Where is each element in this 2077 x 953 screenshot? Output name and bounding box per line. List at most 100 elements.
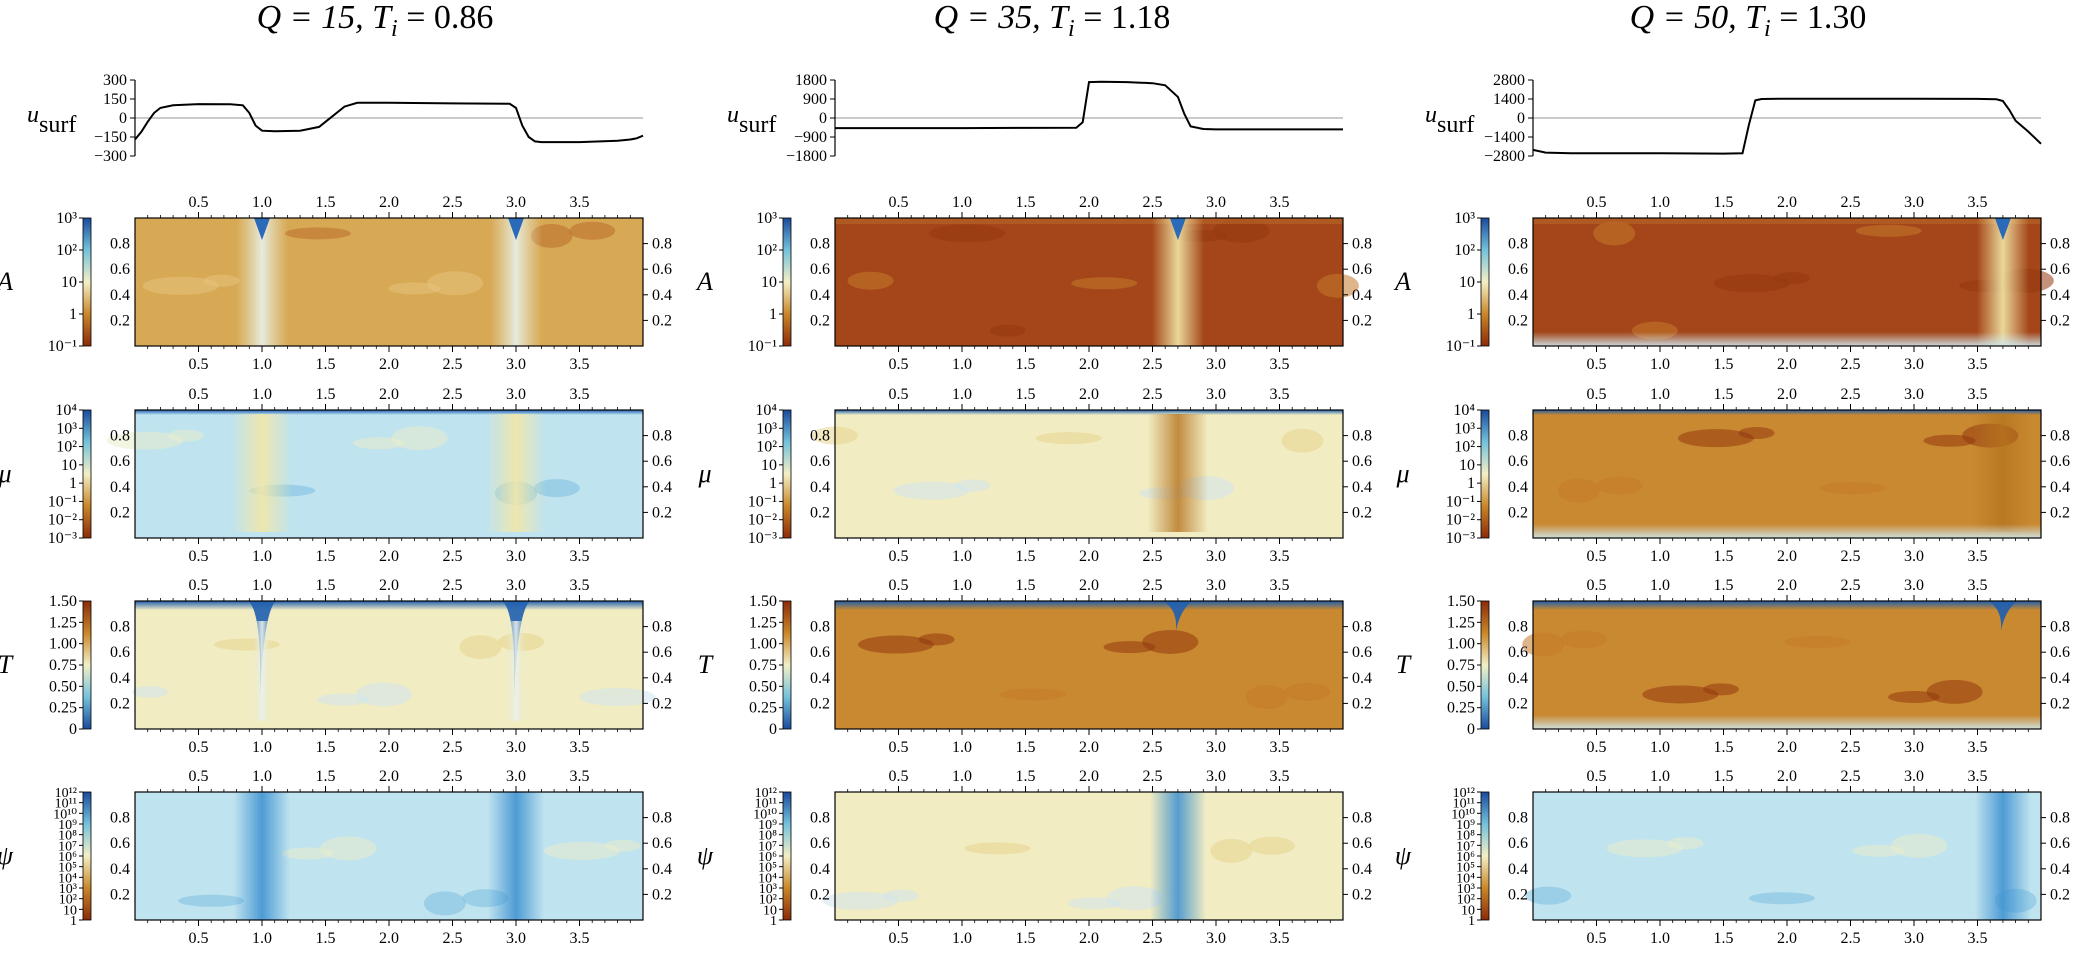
- field-A-2: 0.5 0.5 1.0 1.0 1.5 1.5 2.0 2.0 2.5 2.5 3.0 3.0 3.5 3…: [695, 194, 1372, 373]
- x-tick-label-top: 2.0: [379, 768, 399, 785]
- y-tick-label-left: 0.8: [810, 619, 830, 636]
- usurf-tick-label: −150: [94, 129, 127, 146]
- x-tick-label-bottom: 3.0: [506, 548, 526, 565]
- y-tick-label-right: 0.2: [652, 695, 672, 712]
- x-tick-label-bottom: 3.5: [1270, 548, 1290, 565]
- colorbar-tick-label: 10⁹: [58, 818, 77, 833]
- y-tick-label-right: 0.8: [2050, 236, 2070, 253]
- x-tick-label-top: 1.0: [1650, 194, 1670, 211]
- y-tick-label-left: 0.6: [810, 261, 830, 278]
- x-tick-label-bottom: 1.5: [316, 356, 336, 373]
- y-tick-label-left: 0.8: [1508, 236, 1528, 253]
- colorbar-tick-label: 1.00: [49, 636, 77, 653]
- row-label-T: T: [0, 650, 14, 679]
- colorbar: [782, 409, 792, 539]
- x-tick-label-bottom: 3.5: [570, 356, 590, 373]
- x-tick-label-top: 1.5: [1016, 194, 1036, 211]
- x-tick-label-bottom: 0.5: [189, 356, 209, 373]
- y-tick-label-right: 0.4: [1352, 287, 1372, 304]
- x-tick-label-bottom: 3.5: [1968, 548, 1988, 565]
- colorbar-tick-label: 10¹¹: [755, 797, 777, 812]
- y-tick-label-right: 0.2: [652, 886, 672, 903]
- colorbar-tick-label: 10: [1459, 274, 1475, 291]
- x-tick-label-bottom: 2.0: [1777, 548, 1797, 565]
- heatmap-field: [835, 601, 1343, 729]
- x-tick-label-bottom: 1.5: [1714, 930, 1734, 947]
- colorbar-tick-label: 1: [1467, 306, 1475, 323]
- x-tick-label-top: 0.5: [189, 194, 209, 211]
- x-tick-label-top: 3.0: [1206, 194, 1226, 211]
- x-tick-label-bottom: 2.5: [443, 739, 463, 756]
- colorbar-tick-label: 10¹¹: [55, 797, 77, 812]
- x-tick-label-top: 1.0: [252, 194, 272, 211]
- colorbar-tick-label: 1.50: [749, 593, 777, 610]
- colorbar-tick-label: 10¹¹: [1453, 797, 1475, 812]
- heatmap-texture: [1248, 836, 1295, 855]
- usurf-ylabel-main: u: [727, 102, 739, 128]
- top-boundary-layer: [835, 218, 1343, 224]
- y-tick-label-left: 0.8: [810, 236, 830, 253]
- x-tick-label-top: 2.0: [379, 386, 399, 403]
- cold-plume: [1988, 601, 2017, 631]
- heatmap-texture: [1560, 630, 1607, 649]
- x-tick-label-bottom: 1.5: [1016, 356, 1036, 373]
- colorbar: [782, 217, 792, 347]
- colorbar: [82, 600, 92, 730]
- y-tick-label-right: 0.2: [652, 312, 672, 329]
- colorbar-tick-label: 1: [769, 475, 777, 492]
- colorbar-tick-label: 0.75: [749, 657, 777, 674]
- colorbar-tick-label: 10⁷: [58, 839, 77, 854]
- colorbar-tick-label: 0.25: [749, 700, 777, 717]
- x-tick-label-bottom: 1.0: [252, 930, 272, 947]
- bottom-boundary-layer: [1533, 332, 2041, 346]
- y-tick-label-left: 0.8: [1508, 619, 1528, 636]
- y-tick-label-right: 0.6: [2050, 644, 2070, 661]
- colorbar-tick-label: 10²: [56, 242, 77, 259]
- panel-3: 2800 1400 0 −1400 −2800 usurf 0.5 0.5 1.0 1.0 1.5 1…: [1393, 72, 2070, 947]
- colorbar-tick-label: 10²: [1454, 242, 1475, 259]
- x-tick-label-bottom: 2.0: [1777, 739, 1797, 756]
- colorbar-tick-label: 10⁴: [55, 402, 77, 419]
- y-tick-label-right: 0.8: [1352, 619, 1372, 636]
- heatmap-texture: [929, 224, 1006, 243]
- colorbar-tick-label: 1.25: [49, 614, 77, 631]
- x-tick-label-bottom: 2.5: [443, 548, 463, 565]
- x-tick-label-bottom: 2.5: [443, 356, 463, 373]
- colorbar-tick-label: 10⁻¹: [748, 338, 777, 355]
- x-tick-label-top: 1.0: [1650, 386, 1670, 403]
- y-tick-label-left: 0.4: [1508, 479, 1528, 496]
- colorbar-tick-label: 0: [69, 721, 77, 738]
- x-tick-label-bottom: 0.5: [889, 356, 909, 373]
- colorbar-tick-label: 10⁴: [758, 871, 777, 886]
- y-tick-label-right: 0.2: [652, 504, 672, 521]
- heatmap-texture: [1784, 635, 1851, 648]
- x-tick-label-top: 1.0: [252, 386, 272, 403]
- colorbar-tick-label: 10⁸: [1456, 829, 1475, 844]
- x-tick-label-top: 3.0: [506, 768, 526, 785]
- y-tick-label-left: 0.8: [810, 428, 830, 445]
- x-tick-label-top: 2.0: [1079, 386, 1099, 403]
- panel-title-2: Q = 35, Ti = 1.18: [934, 0, 1171, 42]
- colorbar-tick-label: 0: [1467, 721, 1475, 738]
- x-tick-label-bottom: 0.5: [189, 739, 209, 756]
- heatmap-texture: [1820, 482, 1887, 495]
- x-tick-label-bottom: 1.5: [1016, 930, 1036, 947]
- colorbar-tick-label: 10⁴: [1456, 871, 1475, 886]
- bottom-boundary-layer: [1533, 524, 2041, 538]
- field-mu-3: 0.5 0.5 1.0 1.0 1.5 1.5 2.0 2.0 2.5 2.5 3.0 3.0 3.5 3…: [1395, 386, 2070, 565]
- x-tick-label-bottom: 3.0: [1904, 548, 1924, 565]
- colorbar: [1480, 409, 1490, 539]
- y-tick-label-left: 0.8: [810, 810, 830, 827]
- heatmap-texture: [352, 437, 405, 450]
- panel-title-3: Q = 50, Ti = 1.30: [1630, 0, 1867, 42]
- y-tick-label-right: 0.6: [652, 261, 672, 278]
- y-tick-label-left: 0.4: [810, 479, 830, 496]
- x-tick-label-bottom: 2.0: [379, 930, 399, 947]
- usurf-series-line: [835, 80, 1343, 131]
- x-tick-label-top: 1.5: [1714, 577, 1734, 594]
- colorbar-tick-label: 10: [63, 903, 77, 918]
- row-label-T: T: [698, 650, 714, 679]
- x-tick-label-bottom: 1.0: [952, 356, 972, 373]
- usurf-ylabel: usurf: [727, 102, 776, 138]
- x-tick-label-bottom: 1.5: [1714, 739, 1734, 756]
